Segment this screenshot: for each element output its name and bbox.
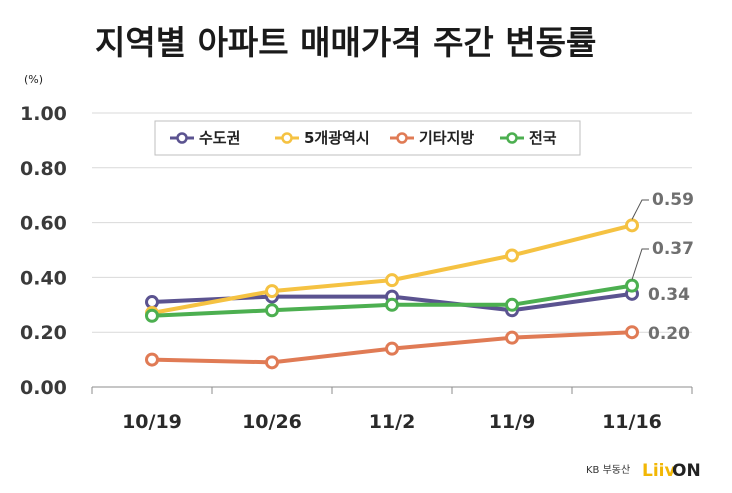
y-tick-labels: 0.00 0.20 0.40 0.60 0.80 1.00 <box>20 103 67 399</box>
data-label: 0.34 <box>648 285 690 305</box>
legend-label: 수도권 <box>199 129 240 147</box>
data-point <box>625 278 639 293</box>
data-point <box>265 355 279 370</box>
chart-title: 지역별 아파트 매매가격 주간 변동률 <box>95 23 596 62</box>
data-point <box>265 303 279 318</box>
data-label: 0.59 <box>652 190 694 210</box>
data-point <box>385 341 399 356</box>
brand-name: Liiv <box>642 461 676 481</box>
x-axis <box>91 386 693 394</box>
data-point <box>145 308 159 323</box>
series-layer <box>145 218 639 370</box>
data-point <box>505 297 519 312</box>
legend-label: 5개광역시 <box>304 129 370 147</box>
label-leader-line <box>631 248 649 280</box>
data-point <box>625 325 639 340</box>
data-point <box>385 273 399 288</box>
x-tick-label: 11/9 <box>489 411 536 433</box>
data-point <box>385 297 399 312</box>
legend-swatch-marker <box>176 132 188 144</box>
data-label: 0.37 <box>652 239 694 259</box>
label-leader-line <box>631 199 649 220</box>
y-tick-label: 0.40 <box>20 267 67 289</box>
y-tick-label: 0.20 <box>20 322 67 344</box>
data-point <box>265 284 279 299</box>
legend-label: 전국 <box>529 129 557 147</box>
y-tick-label: 0.80 <box>20 158 67 180</box>
unit-label: (%) <box>24 73 43 86</box>
y-tick-label: 1.00 <box>20 103 67 125</box>
brand-logo: KB 부동산 Liiv ON <box>586 461 701 481</box>
legend-swatch-marker <box>281 132 293 144</box>
data-point <box>505 330 519 345</box>
brand-prefix: KB 부동산 <box>586 464 630 476</box>
data-point <box>625 218 639 233</box>
legend-swatch-marker <box>506 132 518 144</box>
y-tick-label: 0.60 <box>20 213 67 235</box>
x-tick-labels: 10/19 10/26 11/2 11/9 11/16 <box>122 411 662 433</box>
legend-swatch-marker <box>396 132 408 144</box>
x-tick-label: 11/16 <box>602 411 662 433</box>
data-label: 0.20 <box>648 324 690 344</box>
x-tick-label: 10/26 <box>242 411 302 433</box>
legend-label: 기타지방 <box>419 129 474 147</box>
data-point <box>505 248 519 263</box>
data-point <box>145 352 159 367</box>
x-tick-label: 11/2 <box>369 411 416 433</box>
legend: 수도권 5개광역시 기타지방 전국 <box>154 120 581 156</box>
data-point <box>145 295 159 310</box>
data-labels: 0.34 0.59 0.20 0.37 <box>631 190 694 344</box>
brand-suffix: ON <box>672 461 701 481</box>
y-tick-label: 0.00 <box>20 377 67 399</box>
x-tick-label: 10/19 <box>122 411 182 433</box>
